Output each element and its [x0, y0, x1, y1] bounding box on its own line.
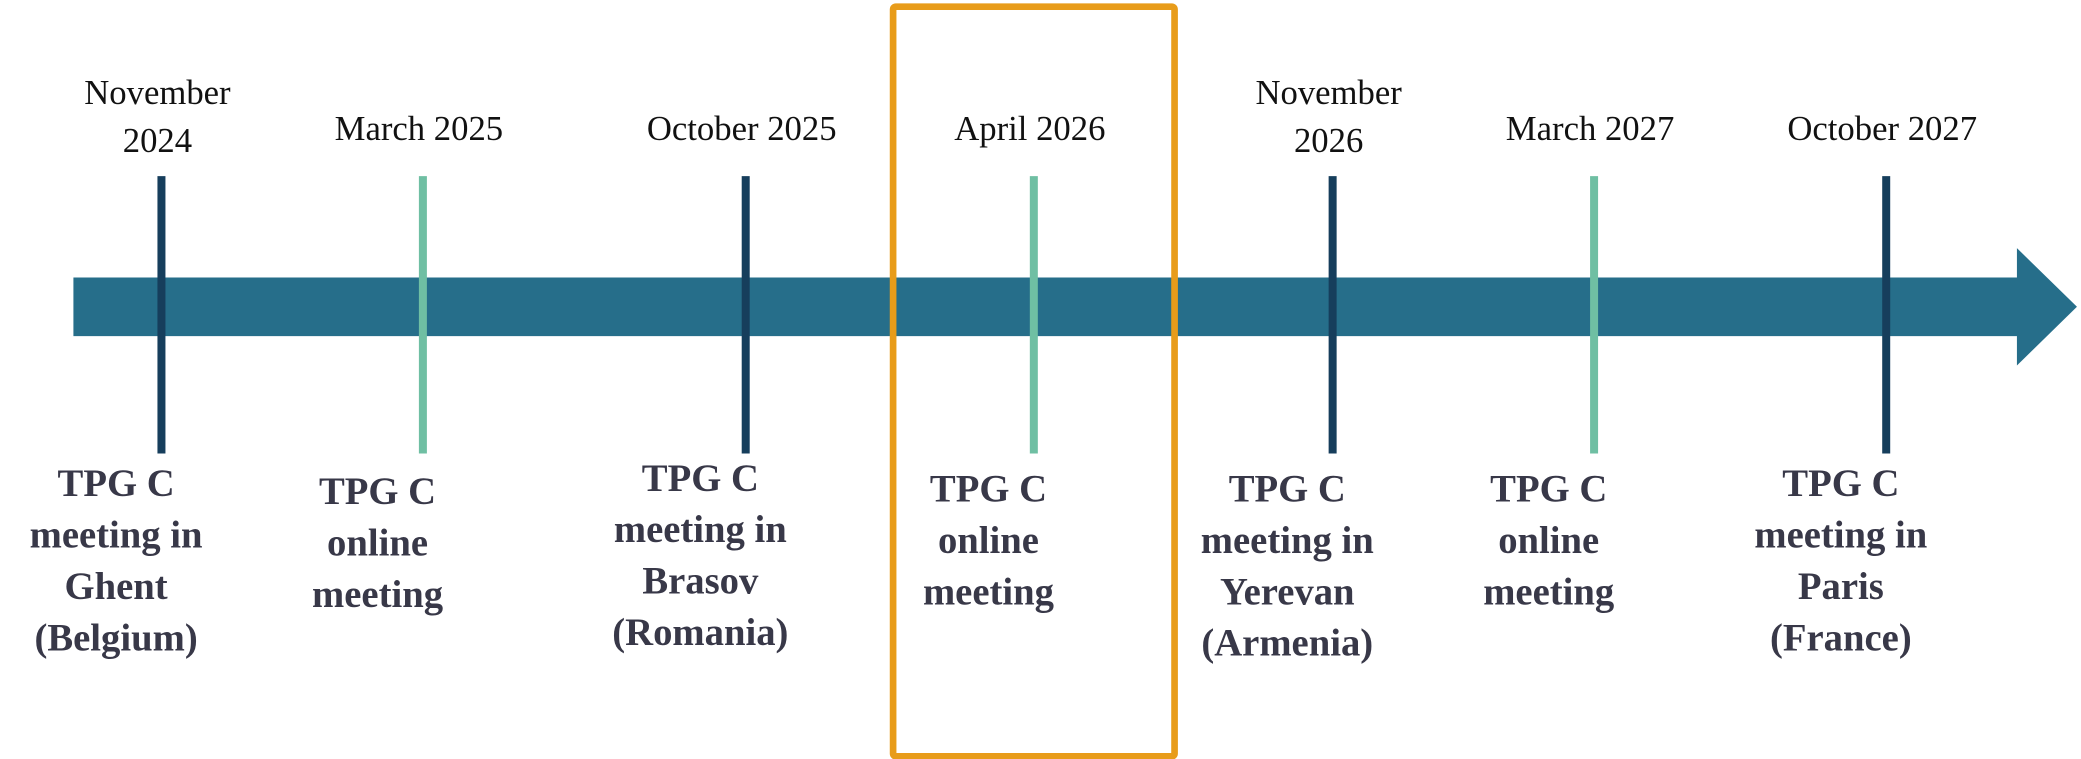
label-line: TPG C: [58, 463, 175, 505]
milestone-date: November 2026: [1255, 73, 1402, 160]
label-line: TPG C: [1490, 469, 1607, 511]
milestone-date: March 2025: [335, 109, 504, 148]
label-line: (Belgium): [34, 617, 197, 659]
date-line: November: [84, 73, 231, 112]
milestone-label: TPG C online meeting: [923, 469, 1054, 614]
label-line: TPG C: [319, 471, 436, 513]
milestone-label: TPG C meeting in Ghent (Belgium): [30, 463, 203, 659]
milestone-date: October 2027: [1787, 109, 1977, 148]
label-line: Yerevan: [1220, 571, 1355, 613]
milestone-label: TPG C meeting in Paris (France): [1754, 463, 1927, 659]
date-line: October 2025: [647, 109, 837, 148]
milestone-label: TPG C meeting in Brasov (Romania): [612, 458, 788, 654]
label-line: meeting: [1483, 571, 1614, 613]
label-line: TPG C: [930, 469, 1047, 511]
milestone-label: TPG C online meeting: [312, 471, 443, 616]
label-line: online: [1498, 520, 1599, 562]
label-line: Brasov: [642, 561, 759, 603]
label-line: TPG C: [1229, 469, 1346, 511]
milestone-label: TPG C online meeting: [1483, 469, 1614, 614]
label-line: (France): [1770, 617, 1912, 659]
milestone-date: April 2026: [954, 109, 1105, 148]
milestone-date: March 2027: [1506, 109, 1675, 148]
label-line: TPG C: [642, 458, 759, 500]
label-line: meeting in: [1754, 515, 1927, 557]
timeline-arrow: [73, 248, 2077, 366]
milestone-date: November 2024: [84, 73, 231, 160]
date-line: 2024: [123, 121, 192, 160]
highlight-box: [889, 3, 1178, 759]
date-line: October 2027: [1787, 109, 1977, 148]
date-line: March 2025: [335, 109, 504, 148]
label-line: Paris: [1798, 566, 1884, 608]
label-line: TPG C: [1782, 463, 1899, 505]
label-line: online: [938, 520, 1039, 562]
date-line: 2026: [1294, 121, 1363, 160]
label-line: meeting: [923, 571, 1054, 613]
label-line: meeting in: [614, 509, 787, 551]
label-line: meeting: [312, 574, 443, 616]
milestone-date: October 2025: [647, 109, 837, 148]
label-line: online: [327, 523, 428, 565]
label-line: Ghent: [65, 566, 168, 608]
label-line: (Romania): [612, 612, 788, 654]
date-line: April 2026: [954, 109, 1105, 148]
label-line: meeting in: [30, 515, 203, 557]
date-line: March 2027: [1506, 109, 1675, 148]
label-line: meeting in: [1201, 520, 1374, 562]
label-line: (Armenia): [1201, 623, 1373, 665]
milestone-label: TPG C meeting in Yerevan (Armenia): [1201, 469, 1374, 665]
date-line: November: [1255, 73, 1402, 112]
